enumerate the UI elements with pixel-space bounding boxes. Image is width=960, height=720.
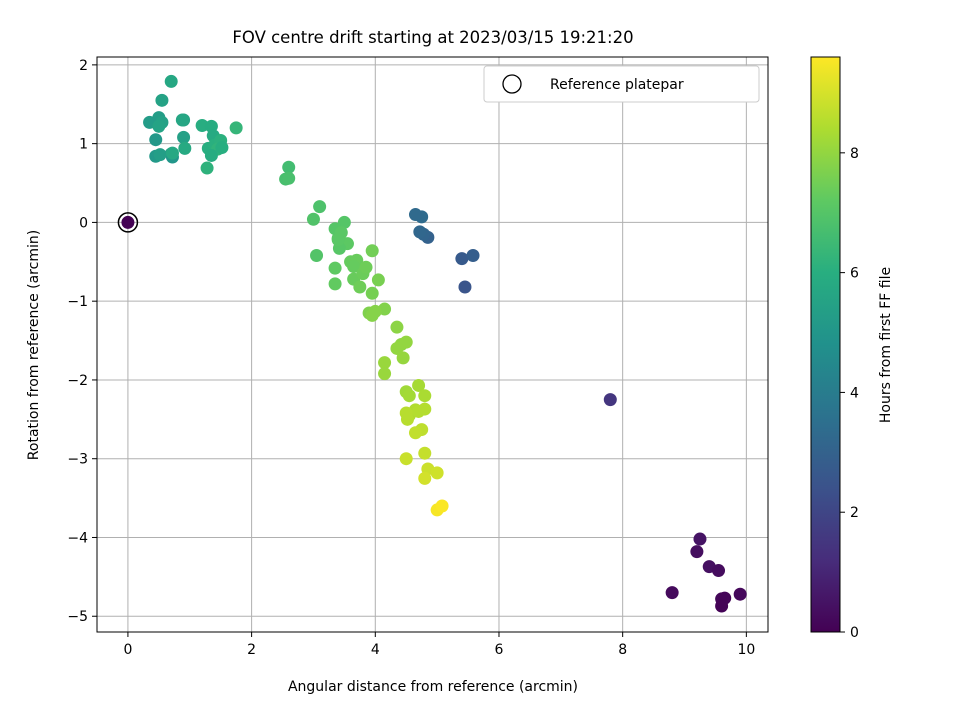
data-point	[359, 260, 373, 274]
data-point	[229, 121, 243, 135]
data-point	[282, 160, 296, 174]
chart-title: FOV centre drift starting at 2023/03/15 …	[232, 28, 633, 47]
data-point	[733, 587, 747, 601]
data-point	[371, 273, 385, 287]
data-point	[149, 133, 163, 147]
data-point	[418, 389, 432, 403]
data-point	[200, 161, 214, 175]
legend-marker-icon	[502, 74, 522, 94]
data-point	[365, 286, 379, 300]
colorbar-ticks: 0 2 4 6 8	[840, 146, 859, 641]
data-point	[399, 335, 413, 349]
data-point	[195, 119, 209, 133]
x-tick-label: 0	[123, 642, 132, 658]
data-point	[412, 378, 426, 392]
data-point	[204, 148, 218, 162]
data-point	[418, 446, 432, 460]
data-point	[165, 146, 179, 160]
data-point	[430, 466, 444, 480]
data-point	[665, 586, 679, 600]
data-point	[313, 200, 327, 214]
colorbar-tick-label: 0	[850, 625, 859, 641]
y-axis-ticks: 2 1 0 −1 −2 −3 −4 −5	[67, 58, 97, 625]
x-tick-label: 6	[495, 642, 504, 658]
colorbar-tick-label: 6	[850, 266, 859, 282]
reference-platepar-marker	[117, 212, 139, 233]
data-point	[175, 113, 189, 127]
data-point	[152, 119, 166, 133]
y-tick-label: 0	[79, 215, 88, 231]
data-point	[365, 244, 379, 258]
data-point	[378, 367, 392, 381]
colorbar-tick-label: 2	[850, 505, 859, 521]
data-point	[408, 208, 422, 222]
y-axis-label: Rotation from reference (arcmin)	[26, 230, 42, 460]
y-tick-label: −1	[67, 294, 88, 310]
colorbar: 0 2 4 6 8 Hours from first FF file	[810, 56, 894, 641]
legend-box	[483, 65, 760, 103]
x-tick-label: 2	[247, 642, 256, 658]
data-point	[603, 393, 617, 407]
legend: Reference platepar	[483, 65, 760, 103]
y-tick-label: −4	[67, 530, 88, 546]
y-tick-label: −5	[67, 609, 88, 625]
data-point	[306, 212, 320, 226]
data-point	[390, 341, 404, 355]
x-tick-label: 8	[618, 642, 627, 658]
data-point	[378, 356, 392, 370]
data-point	[177, 130, 191, 144]
y-tick-label: 1	[79, 137, 88, 153]
x-axis-ticks: 0 2 4 6 8 10	[123, 632, 755, 658]
data-point	[690, 545, 704, 559]
data-point	[215, 141, 229, 155]
data-point	[455, 252, 469, 266]
data-point	[331, 233, 345, 247]
data-point	[435, 499, 449, 513]
colorbar-tick-label: 8	[850, 146, 859, 162]
data-point	[402, 389, 416, 403]
data-point	[390, 320, 404, 334]
data-points	[117, 74, 747, 613]
plot-frame	[96, 56, 769, 633]
data-point	[408, 426, 422, 440]
data-point	[413, 225, 427, 239]
grid-lines	[97, 57, 768, 632]
data-point	[396, 351, 410, 365]
x-tick-label: 10	[737, 642, 755, 658]
data-point	[178, 141, 192, 155]
x-tick-label: 4	[371, 642, 380, 658]
data-point	[400, 412, 414, 426]
y-tick-label: −2	[67, 373, 88, 389]
data-point	[399, 452, 413, 466]
data-point	[164, 74, 178, 88]
data-point	[466, 248, 480, 262]
data-point	[153, 148, 167, 162]
colorbar-tick-label: 4	[850, 385, 859, 401]
data-point	[337, 215, 351, 229]
data-point	[458, 280, 472, 294]
data-point	[353, 280, 367, 294]
y-tick-label: 2	[79, 58, 88, 74]
x-axis-label: Angular distance from reference (arcmin)	[288, 679, 578, 695]
data-point	[328, 261, 342, 275]
data-point	[693, 532, 707, 546]
data-point	[712, 564, 726, 578]
data-point	[155, 93, 169, 107]
data-point	[282, 171, 296, 185]
data-point	[121, 215, 135, 229]
y-tick-label: −3	[67, 452, 88, 468]
data-point	[347, 260, 361, 274]
data-point	[310, 248, 324, 262]
data-point	[328, 277, 342, 291]
legend-entry-label: Reference platepar	[550, 77, 684, 93]
data-point	[715, 599, 729, 613]
colorbar-gradient	[810, 56, 841, 633]
data-point	[368, 304, 382, 318]
data-point	[418, 471, 432, 485]
colorbar-label: Hours from first FF file	[878, 267, 894, 423]
data-point	[418, 402, 432, 416]
